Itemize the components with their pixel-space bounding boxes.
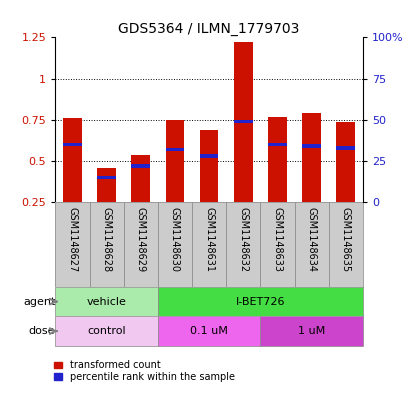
Bar: [157, 202, 191, 287]
Bar: [199, 130, 218, 202]
Bar: [157, 316, 260, 346]
Bar: [63, 143, 82, 147]
Bar: [199, 154, 218, 158]
Text: 1 uM: 1 uM: [297, 326, 324, 336]
Bar: [131, 164, 150, 168]
Bar: [55, 316, 157, 346]
Bar: [301, 113, 320, 202]
Bar: [335, 121, 354, 202]
Legend: transformed count, percentile rank within the sample: transformed count, percentile rank withi…: [52, 358, 236, 384]
Text: GSM1148632: GSM1148632: [238, 207, 248, 272]
Text: agent: agent: [23, 297, 55, 307]
Bar: [335, 146, 354, 150]
Bar: [267, 143, 286, 147]
Bar: [233, 42, 252, 202]
Text: GSM1148630: GSM1148630: [169, 207, 180, 272]
Bar: [124, 202, 157, 287]
Bar: [165, 148, 184, 151]
Text: GSM1148629: GSM1148629: [135, 207, 146, 272]
Bar: [157, 287, 362, 316]
Bar: [63, 118, 82, 202]
Bar: [131, 154, 150, 202]
Bar: [267, 117, 286, 202]
Bar: [260, 316, 362, 346]
Bar: [55, 287, 157, 316]
Text: dose: dose: [29, 326, 55, 336]
Bar: [165, 120, 184, 202]
Text: GSM1148633: GSM1148633: [272, 207, 282, 272]
Text: GSM1148635: GSM1148635: [340, 207, 350, 272]
Text: GSM1148631: GSM1148631: [204, 207, 213, 272]
Bar: [97, 176, 116, 180]
Bar: [301, 145, 320, 148]
Title: GDS5364 / ILMN_1779703: GDS5364 / ILMN_1779703: [118, 22, 299, 36]
Bar: [260, 202, 294, 287]
Bar: [89, 202, 124, 287]
Text: control: control: [87, 326, 126, 336]
Bar: [328, 202, 362, 287]
Bar: [55, 202, 89, 287]
Bar: [97, 168, 116, 202]
Bar: [191, 202, 226, 287]
Text: GSM1148628: GSM1148628: [101, 207, 111, 272]
Text: GSM1148634: GSM1148634: [306, 207, 316, 272]
Bar: [233, 120, 252, 123]
Bar: [226, 202, 260, 287]
Text: vehicle: vehicle: [86, 297, 126, 307]
Text: I-BET726: I-BET726: [235, 297, 284, 307]
Text: GSM1148627: GSM1148627: [67, 207, 77, 272]
Text: 0.1 uM: 0.1 uM: [190, 326, 227, 336]
Bar: [294, 202, 328, 287]
